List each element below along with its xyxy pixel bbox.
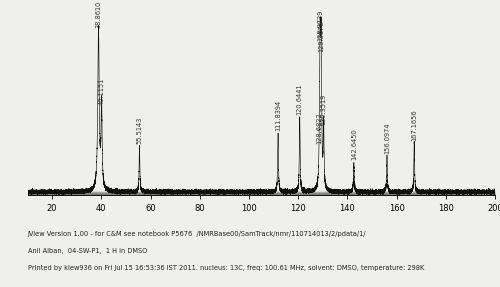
Text: 156.0974: 156.0974: [384, 122, 390, 154]
Text: JView Version 1.00 - for C&M see notebook P5676  /NMRBase00/SamTrack/nmr/1107140: JView Version 1.00 - for C&M see noteboo…: [28, 231, 366, 237]
Text: 55.5143: 55.5143: [136, 117, 142, 144]
Text: 129.3676: 129.3676: [318, 20, 324, 52]
Text: 40.1151: 40.1151: [98, 78, 104, 105]
Text: 38.8610: 38.8610: [96, 0, 102, 28]
Text: 120.6441: 120.6441: [296, 84, 302, 115]
Text: 111.8394: 111.8394: [275, 100, 281, 131]
Text: Printed by klew936 on Fri Jul 15 16:53:36 IST 2011. nucleus: 13C, freq: 100.61 M: Printed by klew936 on Fri Jul 15 16:53:3…: [28, 265, 424, 272]
Text: 167.1656: 167.1656: [411, 109, 417, 141]
Text: 130.3519: 130.3519: [320, 94, 326, 125]
Text: 128.6822: 128.6822: [316, 113, 322, 144]
Text: Anil Alban,  04-SW-P1,  1 H in DMSO: Anil Alban, 04-SW-P1, 1 H in DMSO: [28, 248, 147, 254]
Text: 142.6450: 142.6450: [351, 129, 357, 160]
Text: 128.9739: 128.9739: [317, 9, 323, 41]
